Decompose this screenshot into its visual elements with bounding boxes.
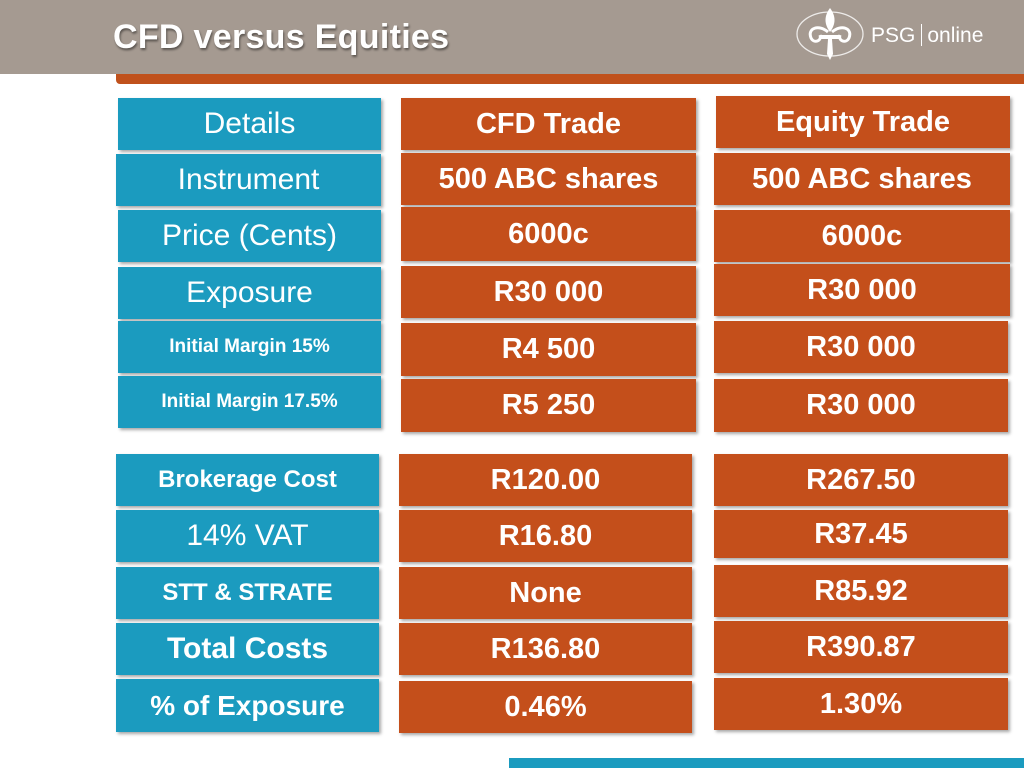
logo-text: PSG online (871, 24, 983, 48)
psg-logo: PSG online (795, 4, 1005, 62)
logo-brand: PSG (871, 24, 916, 47)
equity-percent-of-exposure: 1.30% (714, 678, 1008, 730)
row-label-brokerage-cost: Brokerage Cost (116, 454, 379, 506)
equity-instrument: 500 ABC shares (714, 153, 1010, 205)
cfd-exposure: R30 000 (401, 266, 696, 318)
row-label-vat: 14% VAT (116, 510, 379, 562)
row-label-price: Price (Cents) (118, 210, 381, 262)
equity-exposure: R30 000 (714, 264, 1010, 316)
row-label-instrument: Instrument (116, 154, 381, 206)
fleur-de-lis-icon (796, 8, 864, 60)
equity-total-costs: R390.87 (714, 621, 1008, 673)
cfd-instrument: 500 ABC shares (401, 153, 696, 205)
slide-title: CFD versus Equities (113, 18, 450, 56)
cfd-vat: R16.80 (399, 510, 692, 562)
header-band (0, 0, 1024, 74)
row-label-total-costs: Total Costs (116, 623, 379, 675)
row-label-percent-of-exposure: % of Exposure (116, 679, 379, 732)
header-cfd-trade: CFD Trade (401, 98, 696, 150)
equity-vat: R37.45 (714, 510, 1008, 558)
row-label-initial-margin-15: Initial Margin 15% (118, 321, 381, 373)
logo-suffix: online (927, 24, 984, 47)
cfd-initial-margin-15: R4 500 (401, 323, 696, 376)
row-label-initial-margin-17-5: Initial Margin 17.5% (118, 376, 381, 428)
equity-initial-margin-17-5: R30 000 (714, 379, 1008, 432)
equity-stt-strate: R85.92 (714, 565, 1008, 617)
row-label-stt-strate: STT & STRATE (116, 567, 379, 619)
header-rule (116, 74, 1024, 84)
row-label-exposure: Exposure (118, 267, 381, 319)
cfd-brokerage-cost: R120.00 (399, 454, 692, 506)
cfd-percent-of-exposure: 0.46% (399, 681, 692, 733)
header-details: Details (118, 98, 381, 150)
cfd-stt-strate: None (399, 567, 692, 619)
cfd-price: 6000c (401, 207, 696, 261)
cfd-initial-margin-17-5: R5 250 (401, 379, 696, 432)
equity-price: 6000c (714, 210, 1010, 262)
footer-bar (509, 758, 1024, 768)
cfd-total-costs: R136.80 (399, 623, 692, 675)
header-equity-trade: Equity Trade (716, 96, 1010, 148)
equity-initial-margin-15: R30 000 (714, 321, 1008, 373)
logo-separator (921, 24, 923, 46)
equity-brokerage-cost: R267.50 (714, 454, 1008, 506)
